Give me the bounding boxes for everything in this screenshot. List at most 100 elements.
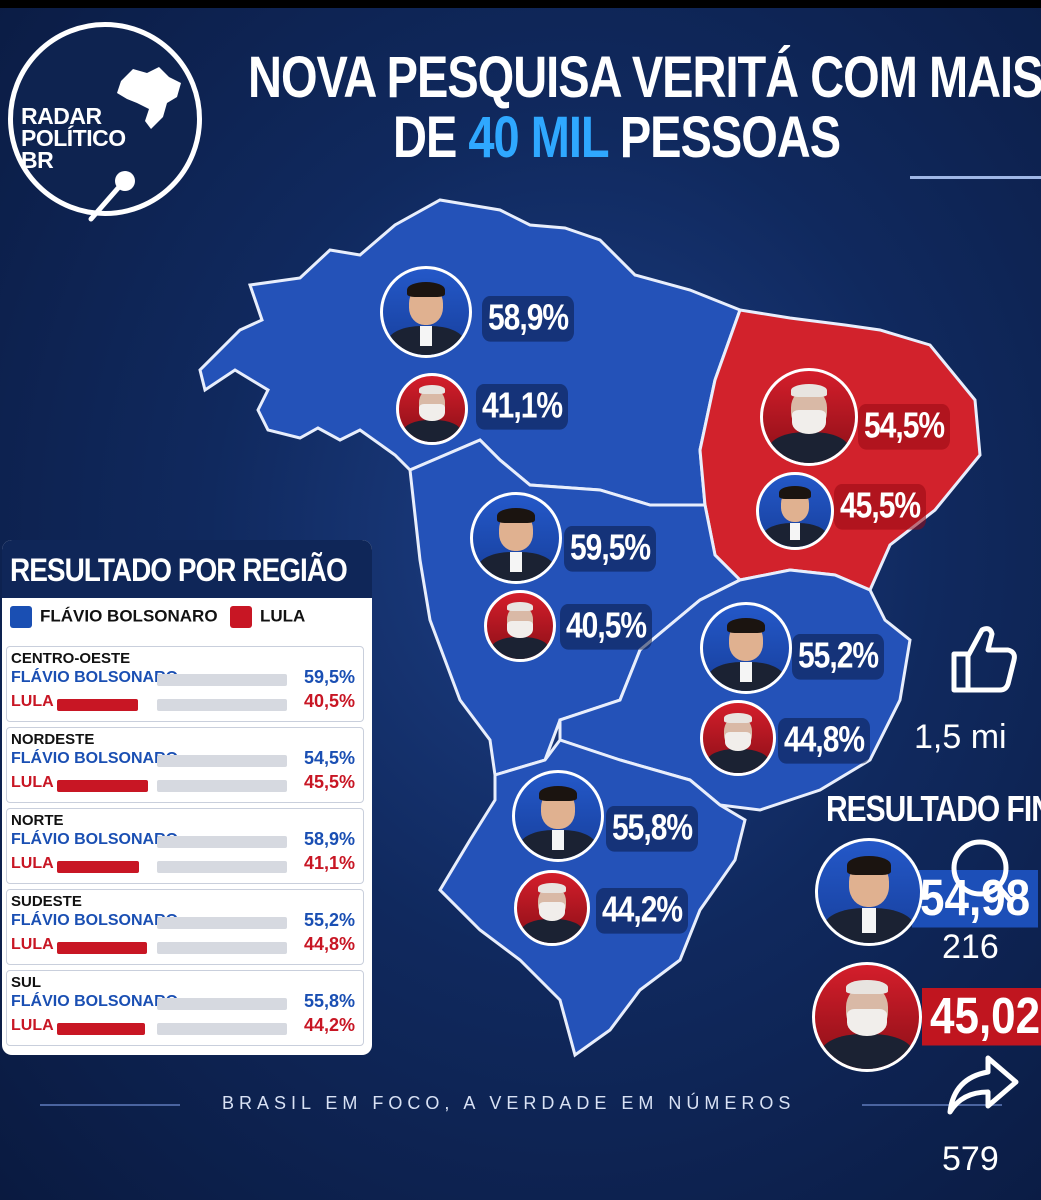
centro-oeste-lula-photo — [484, 590, 556, 662]
final-result-title: RESULTADO FINA — [826, 790, 1041, 830]
candidate2-label: LULA — [11, 1017, 54, 1034]
top-bar — [0, 0, 1041, 8]
sudeste-flavio-photo — [700, 602, 792, 694]
candidate1-bar — [157, 998, 287, 1010]
headline-highlight: 40 MIL — [468, 103, 608, 170]
candidate1-label: FLÁVIO BOLSONARO — [11, 912, 179, 929]
candidate1-bar — [157, 755, 287, 767]
nordeste-lula-pct: 54,5% — [858, 404, 951, 450]
candidate2-value: 40,5% — [303, 691, 355, 711]
candidate1-value: 55,2% — [303, 910, 355, 930]
candidate2-value: 44,8% — [303, 934, 355, 954]
sul-flavio-pct: 55,8% — [606, 806, 699, 852]
panel-title: RESULTADO POR REGIÃO — [10, 552, 348, 588]
legend-lula-label: LULA — [260, 606, 306, 626]
region-row: NORTE FLÁVIO BOLSONARO LULA 58,9% 41,1% — [6, 808, 364, 884]
final-lula-pct: 45,02 — [922, 988, 1041, 1046]
candidate2-bar — [57, 942, 147, 954]
legend-flavio: FLÁVIO BOLSONARO — [10, 606, 218, 634]
final-lula-photo — [812, 962, 922, 1072]
norte-lula-photo — [396, 373, 468, 445]
legend-swatch-blue — [10, 606, 32, 628]
candidate2-bar — [57, 780, 148, 792]
norte-flavio-pct: 58,9% — [482, 296, 575, 342]
region-name: SUL — [11, 974, 41, 991]
brazil-map-icon — [117, 67, 181, 129]
final-flavio-pct: 54,98 — [912, 870, 1039, 928]
headline-line-1: NOVA PESQUISA VERITÁ COM MAIS — [248, 43, 1041, 110]
final-flavio-photo — [815, 838, 923, 946]
comment-count: 216 — [942, 928, 999, 966]
sudeste-flavio-pct: 55,2% — [792, 634, 885, 680]
title-divider — [910, 176, 1041, 179]
region-name: NORDESTE — [11, 731, 95, 748]
norte-flavio-photo — [380, 266, 472, 358]
candidate2-label: LULA — [11, 855, 54, 872]
candidate2-label: LULA — [11, 693, 54, 710]
headline-line-2: DE 40 MIL PESSOAS — [393, 102, 841, 171]
legend-swatch-red — [230, 606, 252, 628]
microphone-icon — [88, 171, 135, 222]
candidate2-label: LULA — [11, 936, 54, 953]
candidate2-bar-track — [157, 942, 287, 954]
candidate2-bar-track — [157, 699, 287, 711]
candidate2-bar — [57, 861, 139, 873]
region-row: SUDESTE FLÁVIO BOLSONARO LULA 55,2% 44,8… — [6, 889, 364, 965]
candidate2-value: 45,5% — [303, 772, 355, 792]
candidate2-bar-track — [157, 1023, 287, 1035]
candidate2-bar-track — [157, 861, 287, 873]
panel-header: RESULTADO POR REGIÃO — [2, 540, 372, 598]
candidate1-value: 54,5% — [303, 748, 355, 768]
like-count: 1,5 mi — [914, 718, 1007, 756]
nordeste-flavio-photo — [756, 472, 834, 550]
region-row: NORDESTE FLÁVIO BOLSONARO LULA 54,5% 45,… — [6, 727, 364, 803]
footer-line-left — [40, 1104, 180, 1106]
candidate2-bar — [57, 699, 138, 711]
candidate1-label: FLÁVIO BOLSONARO — [11, 831, 179, 848]
candidate2-value: 41,1% — [303, 853, 355, 873]
candidate1-bar — [157, 917, 287, 929]
legend-lula: LULA — [230, 606, 305, 634]
region-name: SUDESTE — [11, 893, 82, 910]
nordeste-flavio-pct: 45,5% — [834, 484, 927, 530]
sul-lula-photo — [514, 870, 590, 946]
centro-oeste-lula-pct: 40,5% — [560, 604, 653, 650]
like-icon[interactable] — [944, 620, 1020, 696]
sul-flavio-photo — [512, 770, 604, 862]
candidate1-bar — [157, 836, 287, 848]
centro-oeste-flavio-photo — [470, 492, 562, 584]
headline-prefix: DE — [393, 103, 469, 170]
candidate2-value: 44,2% — [303, 1015, 355, 1035]
nordeste-lula-photo — [760, 368, 858, 466]
share-icon[interactable] — [944, 1052, 1020, 1118]
candidate1-label: FLÁVIO BOLSONARO — [11, 993, 179, 1010]
sudeste-lula-pct: 44,8% — [778, 718, 871, 764]
centro-oeste-flavio-pct: 59,5% — [564, 526, 657, 572]
candidate1-label: FLÁVIO BOLSONARO — [11, 669, 179, 686]
candidate1-value: 55,8% — [303, 991, 355, 1011]
candidate1-label: FLÁVIO BOLSONARO — [11, 750, 179, 767]
logo-text: RADAR POLÍTICO BR — [21, 103, 126, 173]
comment-icon[interactable] — [944, 834, 1018, 908]
footer-tagline: BRASIL EM FOCO, A VERDADE EM NÚMEROS — [222, 1093, 796, 1113]
region-name: CENTRO-OESTE — [11, 650, 131, 667]
candidate2-bar — [57, 1023, 145, 1035]
candidate1-value: 58,9% — [303, 829, 355, 849]
sul-lula-pct: 44,2% — [596, 888, 689, 934]
candidate1-bar — [157, 674, 287, 686]
norte-lula-pct: 41,1% — [476, 384, 569, 430]
legend-flavio-label: FLÁVIO BOLSONARO — [40, 606, 218, 626]
region-name: NORTE — [11, 812, 64, 829]
region-row: SUL FLÁVIO BOLSONARO LULA 55,8% 44,2% — [6, 970, 364, 1046]
radar-politico-logo: RADAR POLÍTICO BR — [8, 22, 202, 222]
sudeste-lula-photo — [700, 700, 776, 776]
region-row: CENTRO-OESTE FLÁVIO BOLSONARO LULA 59,5%… — [6, 646, 364, 722]
share-count: 579 — [942, 1140, 999, 1178]
footer-line-right — [862, 1104, 1002, 1106]
regional-results-panel: RESULTADO POR REGIÃO FLÁVIO BOLSONARO LU… — [2, 540, 372, 1055]
candidate2-bar-track — [157, 780, 287, 792]
headline-suffix: PESSOAS — [607, 103, 841, 170]
candidate1-value: 59,5% — [303, 667, 355, 687]
candidate2-label: LULA — [11, 774, 54, 791]
